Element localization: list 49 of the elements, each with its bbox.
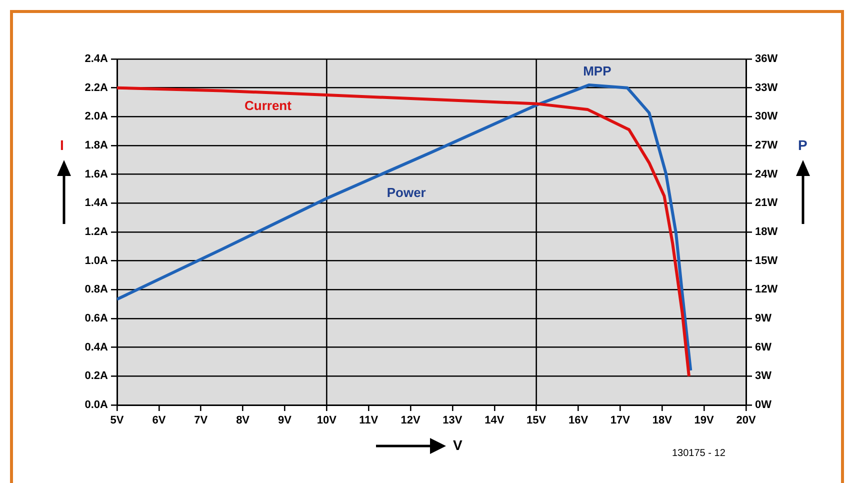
y2-tick-label: 24W bbox=[755, 168, 778, 180]
y-tick-label: 0.8A bbox=[84, 284, 108, 296]
y-tick-label: 2.4A bbox=[84, 53, 108, 66]
x-tick-label: 8V bbox=[236, 414, 250, 427]
y-tick-label: 1.6A bbox=[84, 168, 108, 180]
y-tick-label: 1.0A bbox=[84, 254, 108, 267]
x-tick-label: 12V bbox=[400, 414, 421, 427]
y-tick-label: 1.2A bbox=[84, 226, 108, 238]
x-tick-label: 17V bbox=[610, 414, 631, 427]
annotation: MPP bbox=[583, 64, 612, 79]
y2-tick-label: 33W bbox=[755, 82, 778, 94]
y-axis-title: I bbox=[60, 137, 64, 153]
y2-tick-label: 3W bbox=[755, 370, 772, 382]
y2-tick-label: 30W bbox=[755, 110, 778, 123]
x-tick-label: 11V bbox=[359, 414, 379, 427]
y2-tick-label: 27W bbox=[755, 140, 778, 152]
x-tick-label: 18V bbox=[652, 414, 673, 427]
y-tick-label: 1.8A bbox=[84, 140, 108, 152]
x-tick-label: 9V bbox=[278, 414, 292, 427]
y-tick-label: 0.0A bbox=[84, 399, 108, 412]
x-tick-label: 15V bbox=[526, 414, 547, 427]
y2-tick-label: 6W bbox=[755, 341, 772, 354]
y-tick-label: 0.4A bbox=[84, 341, 108, 354]
x-tick-label: 6V bbox=[152, 414, 166, 427]
y-tick-label: 0.2A bbox=[84, 370, 108, 382]
series-label: Current bbox=[244, 98, 292, 114]
y2-tick-label: 21W bbox=[755, 197, 778, 210]
y2-tick-label: 9W bbox=[755, 312, 772, 325]
x-tick-label: 10V bbox=[316, 414, 338, 427]
y-tick-label: 2.2A bbox=[84, 82, 108, 94]
y2-tick-label: 15W bbox=[755, 254, 778, 267]
text: 130175 - 12 bbox=[672, 448, 726, 459]
x-tick-label: 13V bbox=[442, 414, 463, 427]
x-tick-label: 7V bbox=[194, 414, 208, 427]
y-tick-label: 1.4A bbox=[84, 197, 108, 210]
y-tick-label: 0.6A bbox=[84, 312, 108, 325]
x-tick-label: 19V bbox=[694, 414, 715, 427]
x-tick-label: 20V bbox=[736, 414, 756, 427]
x-tick-label: 16V bbox=[568, 414, 589, 427]
y2-tick-label: 36W bbox=[755, 53, 778, 66]
x-tick-label: 5V bbox=[110, 414, 124, 427]
y2-tick-label: 12W bbox=[755, 284, 778, 296]
x-tick-label: 14V bbox=[484, 414, 505, 427]
series-label: Power bbox=[386, 184, 426, 200]
x-axis-title: V bbox=[453, 437, 462, 453]
y-tick-label: 2.0A bbox=[84, 110, 108, 123]
y2-tick-label: 18W bbox=[755, 226, 778, 238]
y2-axis-title: P bbox=[798, 137, 808, 153]
y2-tick-label: 0W bbox=[755, 399, 772, 412]
